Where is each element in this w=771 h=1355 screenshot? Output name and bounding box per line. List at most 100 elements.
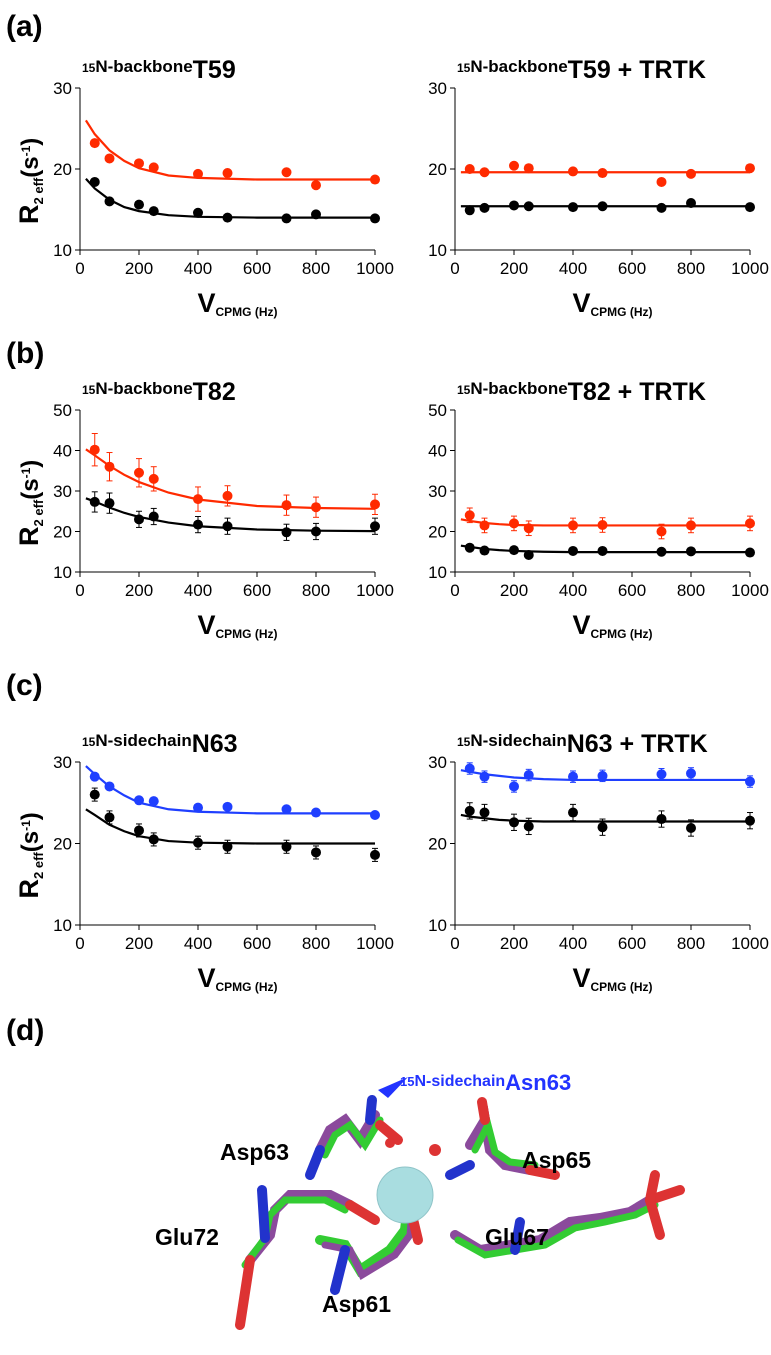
data-point [745, 548, 755, 558]
y-tick-label: 50 [53, 401, 72, 420]
data-point [509, 518, 519, 528]
y-tick-label: 20 [53, 160, 72, 179]
text-part: CPMG (Hz) [591, 980, 653, 994]
data-point [480, 167, 490, 177]
x-tick-label: 1000 [731, 259, 769, 278]
x-tick-label: 1000 [731, 934, 769, 953]
text-part: ) [17, 138, 44, 146]
data-point [686, 768, 696, 778]
text-part: R [14, 205, 44, 225]
text-part: CPMG (Hz) [216, 980, 278, 994]
data-point [282, 500, 292, 510]
data-point [90, 445, 100, 455]
x-tick-label: 400 [184, 934, 212, 953]
data-point [311, 847, 321, 857]
y-tick-label: 10 [53, 563, 72, 582]
data-point [134, 514, 144, 524]
text-part: 15 [82, 383, 96, 397]
text-part: V [573, 288, 591, 318]
data-point [524, 550, 534, 560]
x-tick-label: 200 [125, 934, 153, 953]
data-point [598, 546, 608, 556]
text-part: (s [17, 831, 44, 852]
data-point [105, 196, 115, 206]
data-point [598, 201, 608, 211]
x-tick-label: 800 [302, 581, 330, 600]
data-point [480, 520, 490, 530]
data-point [193, 208, 203, 218]
text-part: V [198, 610, 216, 640]
data-point [465, 510, 475, 520]
data-point [509, 817, 519, 827]
y-axis-label: R2 eff(s-1) [14, 460, 46, 546]
x-tick-label: 600 [618, 259, 646, 278]
text-part: T82 + TRTK [568, 378, 706, 406]
text-part: N-sidechain [95, 731, 191, 750]
data-point [193, 520, 203, 530]
chart-title: 15N-sidechainN63 [82, 730, 238, 758]
data-point [105, 498, 115, 508]
data-point [480, 808, 490, 818]
data-point [282, 842, 292, 852]
y-tick-label: 30 [428, 482, 447, 501]
text-part: V [573, 610, 591, 640]
data-point [223, 521, 233, 531]
x-tick-label: 200 [500, 934, 528, 953]
x-tick-label: 400 [184, 259, 212, 278]
text-part: ) [17, 812, 44, 820]
y-axis-label: R2 eff(s-1) [14, 138, 46, 224]
text-part: 15 [457, 735, 471, 749]
data-point [480, 203, 490, 213]
panel-label: (c) [6, 669, 43, 702]
figure: (a)(b)(c)(d)15N-sidechainAsn63Asp63Asp65… [0, 0, 771, 1355]
x-axis-label: VCPMG (Hz) [573, 963, 653, 994]
x-tick-label: 200 [125, 259, 153, 278]
data-point [311, 808, 321, 818]
x-axis-label: VCPMG (Hz) [198, 963, 278, 994]
fit-line [461, 815, 750, 822]
data-point [745, 816, 755, 826]
text-part: N-backbone [470, 57, 567, 76]
panel-label: (d) [6, 1014, 44, 1047]
x-tick-label: 200 [125, 581, 153, 600]
x-tick-label: 0 [450, 259, 459, 278]
data-point [568, 166, 578, 176]
data-point [465, 543, 475, 553]
text-part: T59 + TRTK [568, 56, 706, 84]
text-part: V [198, 963, 216, 993]
text-part: V [573, 963, 591, 993]
data-point [370, 213, 380, 223]
chart-title: 15N-backboneT82 [82, 378, 236, 406]
x-tick-label: 200 [500, 581, 528, 600]
data-point [134, 158, 144, 168]
y-tick-label: 30 [428, 79, 447, 98]
y-tick-label: 30 [53, 79, 72, 98]
y-tick-label: 30 [53, 482, 72, 501]
x-tick-label: 0 [450, 934, 459, 953]
data-point [524, 770, 534, 780]
data-point [686, 546, 696, 556]
structure-annotation: 15N-sidechainAsn63 [400, 1070, 571, 1095]
x-tick-label: 400 [184, 581, 212, 600]
chart-title: 15N-backboneT82 + TRTK [457, 378, 706, 406]
data-point [193, 803, 203, 813]
data-point [90, 177, 100, 187]
data-point [509, 200, 519, 210]
text-part: V [198, 288, 216, 318]
residue-label: Asp63 [220, 1139, 289, 1165]
y-tick-label: 30 [428, 753, 447, 772]
data-point [90, 790, 100, 800]
data-point [370, 175, 380, 185]
text-part: T82 [193, 378, 236, 406]
data-point [105, 781, 115, 791]
data-point [524, 821, 534, 831]
data-point [90, 772, 100, 782]
y-tick-label: 10 [428, 563, 447, 582]
text-part: 15 [457, 383, 471, 397]
x-tick-label: 800 [302, 259, 330, 278]
text-part: CPMG (Hz) [216, 627, 278, 641]
y-tick-label: 20 [428, 835, 447, 854]
text-part: (s [17, 478, 44, 499]
molecule [240, 1077, 680, 1325]
residue-label: Asp61 [322, 1291, 391, 1317]
